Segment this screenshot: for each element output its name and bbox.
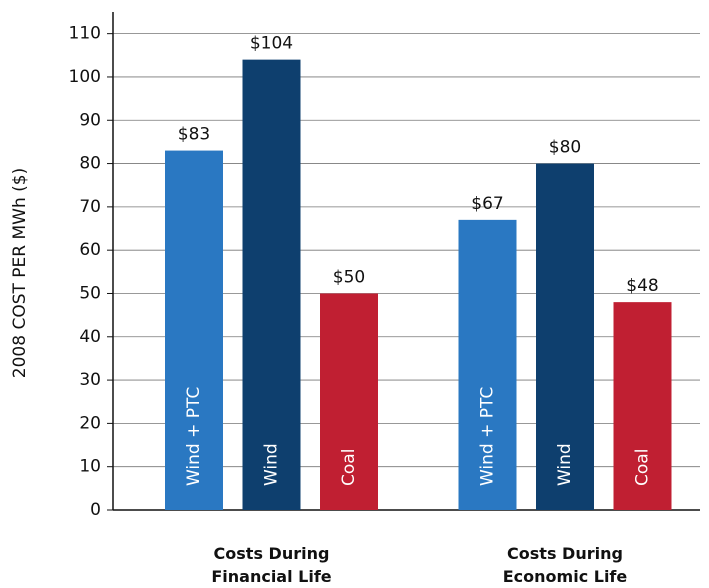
y-tick-label: 110 bbox=[69, 24, 101, 44]
series-label: Coal bbox=[633, 449, 653, 486]
bar bbox=[613, 302, 672, 510]
series-label: Wind bbox=[262, 443, 282, 486]
y-tick-label: 90 bbox=[79, 110, 101, 130]
value-label: $48 bbox=[626, 276, 658, 296]
series-label: Wind bbox=[555, 443, 575, 486]
bar bbox=[536, 163, 594, 510]
y-tick-label: 100 bbox=[69, 67, 101, 87]
y-tick-label: 50 bbox=[79, 283, 101, 303]
y-tick-label: 80 bbox=[79, 154, 101, 174]
bar bbox=[320, 293, 378, 510]
y-tick-label: 10 bbox=[79, 457, 101, 477]
y-axis-label: 2008 COST PER MWh ($) bbox=[10, 168, 30, 378]
value-label: $50 bbox=[333, 267, 365, 287]
y-tick-label: 20 bbox=[79, 413, 101, 433]
y-tick-label: 40 bbox=[79, 327, 101, 347]
series-label: Wind + PTC bbox=[184, 387, 204, 486]
bar bbox=[458, 219, 517, 510]
bar bbox=[242, 59, 301, 511]
y-tick-label: 70 bbox=[79, 197, 101, 217]
category-label: Costs During Financial Life bbox=[211, 544, 332, 586]
value-label: $80 bbox=[549, 138, 581, 158]
value-label: $83 bbox=[178, 125, 210, 145]
series-label: Coal bbox=[339, 449, 359, 486]
y-tick-label: 30 bbox=[79, 370, 101, 390]
value-label: $67 bbox=[471, 194, 503, 214]
series-label: Wind + PTC bbox=[478, 387, 498, 486]
value-label: $104 bbox=[250, 34, 293, 54]
category-label: Costs During Economic Life bbox=[502, 544, 628, 586]
y-tick-label: 60 bbox=[79, 240, 101, 260]
y-tick-label: 0 bbox=[90, 500, 101, 520]
bar bbox=[165, 150, 223, 510]
